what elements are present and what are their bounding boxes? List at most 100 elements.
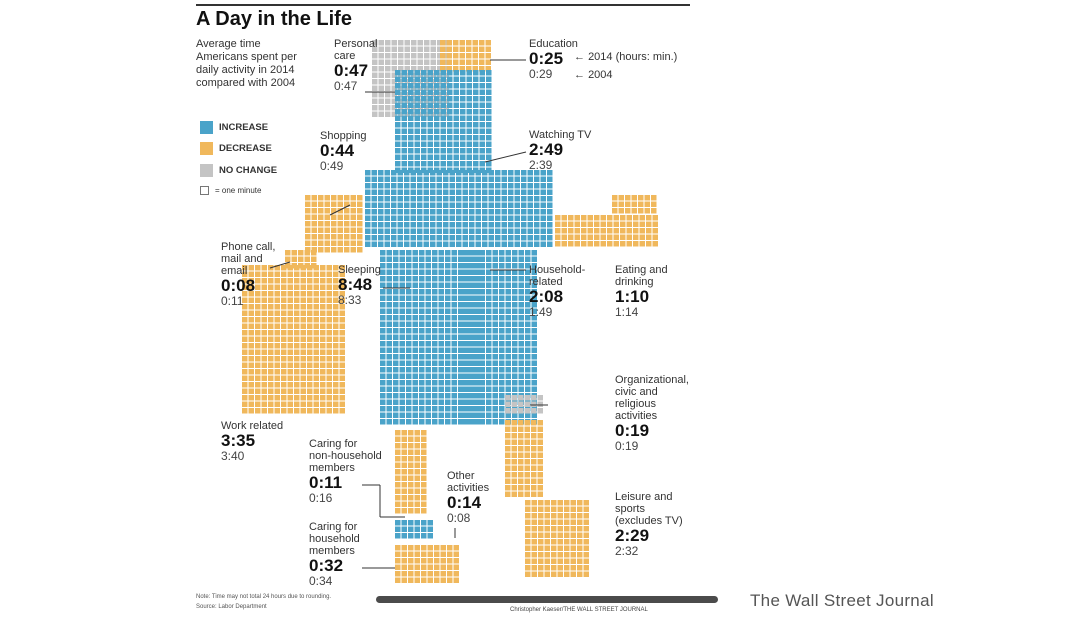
minute-block xyxy=(508,189,514,195)
minute-block xyxy=(531,295,537,301)
minute-block xyxy=(561,228,567,234)
minute-block xyxy=(475,228,481,234)
minute-block xyxy=(421,109,427,115)
minute-block xyxy=(406,399,412,405)
minute-block xyxy=(430,79,436,85)
minute-block xyxy=(417,72,423,78)
minute-block xyxy=(406,295,412,301)
minute-block xyxy=(564,513,570,519)
callout-label: Leisure and sports (excludes TV) xyxy=(615,491,683,527)
minute-block xyxy=(268,343,274,349)
minute-block xyxy=(438,256,444,262)
minute-block xyxy=(404,40,410,46)
minute-block xyxy=(281,330,287,336)
minute-block xyxy=(434,109,440,115)
minute-block xyxy=(380,412,386,418)
minute-block xyxy=(294,304,300,310)
minute-block xyxy=(404,170,410,176)
minute-block xyxy=(537,452,543,458)
minute-block xyxy=(505,412,511,418)
minute-block xyxy=(646,215,652,221)
minute-block xyxy=(365,222,371,228)
minute-block xyxy=(395,469,401,475)
minute-block xyxy=(281,297,287,303)
minute-block xyxy=(371,189,377,195)
minute-block xyxy=(268,356,274,362)
minute-block xyxy=(492,269,498,275)
minute-block xyxy=(479,263,485,269)
minute-block xyxy=(357,208,363,214)
minute-block xyxy=(473,89,479,95)
minute-block xyxy=(333,382,339,388)
minute-block xyxy=(425,302,431,308)
minute-block xyxy=(406,412,412,418)
minute-block xyxy=(255,356,261,362)
minute-block xyxy=(419,354,425,360)
minute-block xyxy=(395,501,401,507)
minute-block xyxy=(274,356,280,362)
minute-block xyxy=(453,46,459,52)
minute-block xyxy=(421,70,427,76)
minute-block xyxy=(395,109,401,115)
minute-block xyxy=(242,401,248,407)
minute-block xyxy=(525,360,531,366)
minute-block xyxy=(451,373,457,379)
minute-block xyxy=(473,115,479,121)
minute-block xyxy=(395,482,401,488)
minute-block xyxy=(242,408,248,414)
minute-block xyxy=(486,70,492,76)
minute-block xyxy=(287,336,293,342)
minute-block xyxy=(281,336,287,342)
minute-block xyxy=(557,552,563,558)
minute-block xyxy=(410,196,416,202)
minute-block xyxy=(391,40,397,46)
minute-block xyxy=(518,386,524,392)
minute-block xyxy=(326,349,332,355)
minute-block xyxy=(466,302,472,308)
minute-block xyxy=(460,334,466,340)
minute-block xyxy=(320,310,326,316)
minute-block xyxy=(486,122,492,128)
minute-block xyxy=(414,148,420,154)
minute-block xyxy=(395,83,401,89)
minute-block xyxy=(406,250,412,256)
minute-block xyxy=(287,375,293,381)
minute-block xyxy=(568,241,574,247)
minute-block xyxy=(408,475,414,481)
minute-block xyxy=(378,189,384,195)
minute-block xyxy=(371,209,377,215)
minute-block xyxy=(421,141,427,147)
minute-block xyxy=(537,478,543,484)
minute-block xyxy=(534,183,540,189)
minute-block xyxy=(326,330,332,336)
horizontal-scrollbar[interactable] xyxy=(376,596,718,603)
minute-block xyxy=(326,343,332,349)
minute-block xyxy=(460,315,466,321)
minute-block xyxy=(333,304,339,310)
minute-block xyxy=(419,386,425,392)
minute-block xyxy=(577,526,583,532)
minute-block xyxy=(544,526,550,532)
minute-block xyxy=(274,336,280,342)
minute-block xyxy=(501,215,507,221)
minute-block xyxy=(414,456,420,462)
minute-block xyxy=(378,228,384,234)
minute-block xyxy=(380,276,386,282)
value-2014: 2:08 xyxy=(529,287,564,306)
minute-block xyxy=(423,183,429,189)
minute-block xyxy=(486,96,492,102)
minute-block xyxy=(313,265,319,271)
minute-block xyxy=(425,373,431,379)
minute-block xyxy=(505,282,511,288)
minute-block xyxy=(391,111,397,117)
minute-block xyxy=(408,430,414,436)
minute-block xyxy=(479,154,485,160)
minute-block xyxy=(261,284,267,290)
minute-block xyxy=(395,508,401,514)
minute-block xyxy=(512,354,518,360)
minute-block xyxy=(511,452,517,458)
minute-block xyxy=(411,105,417,111)
minute-block xyxy=(505,401,511,407)
minute-block xyxy=(248,408,254,414)
minute-block xyxy=(285,256,291,262)
